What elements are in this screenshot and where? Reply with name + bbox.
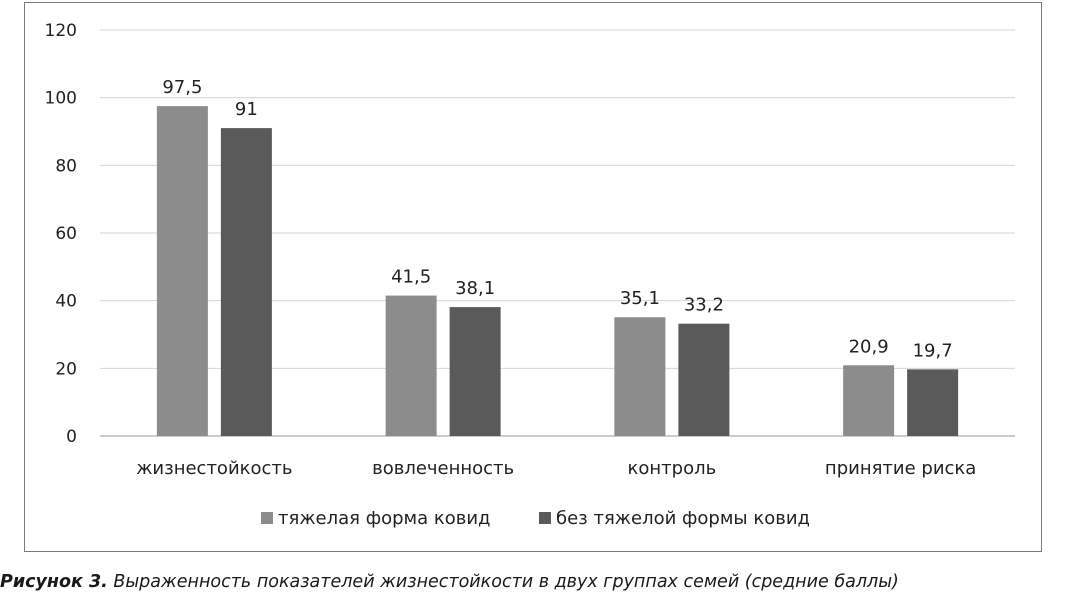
y-tick-label: 120 bbox=[45, 21, 77, 41]
data-label: 41,5 bbox=[391, 267, 431, 288]
y-tick-label: 20 bbox=[55, 359, 77, 379]
data-label: 20,9 bbox=[849, 336, 889, 357]
legend-swatch bbox=[539, 512, 551, 524]
chart-frame: 0 20 40 60 80 100 120 97,5 91 41,5 38,1 35,1 33,2 20… bbox=[24, 2, 1042, 552]
legend-label: без тяжелой формы ковид bbox=[556, 508, 810, 529]
bar bbox=[907, 369, 959, 436]
category-label: контроль bbox=[628, 458, 717, 479]
category-label: принятие риска bbox=[825, 458, 976, 479]
y-axis-ticks: 0 20 40 60 80 100 120 bbox=[45, 21, 77, 447]
x-axis-categories: жизнестойкость вовлеченность контроль приня… bbox=[136, 458, 976, 479]
category-label: вовлеченность bbox=[372, 458, 514, 479]
bars bbox=[156, 106, 959, 436]
data-label: 97,5 bbox=[162, 77, 202, 98]
bar bbox=[843, 365, 895, 436]
data-label: 35,1 bbox=[620, 288, 660, 309]
bar bbox=[449, 307, 501, 436]
bar bbox=[678, 323, 730, 436]
y-tick-label: 100 bbox=[45, 89, 77, 109]
data-label: 33,2 bbox=[684, 295, 724, 316]
bar bbox=[385, 295, 437, 436]
bar bbox=[156, 106, 208, 436]
caption-text: Выраженность показателей жизнестойкости … bbox=[107, 572, 899, 592]
bar-chart: 0 20 40 60 80 100 120 97,5 91 41,5 38,1 35,1 33,2 20… bbox=[45, 21, 1015, 529]
y-tick-label: 40 bbox=[55, 292, 77, 312]
y-tick-label: 80 bbox=[55, 156, 77, 176]
y-tick-label: 60 bbox=[55, 224, 77, 244]
data-label: 38,1 bbox=[455, 278, 495, 299]
y-tick-label: 0 bbox=[66, 427, 77, 447]
legend-swatch bbox=[261, 512, 273, 524]
bar bbox=[614, 317, 666, 436]
figure-caption: Рисунок 3. Выраженность показателей жизн… bbox=[0, 572, 1065, 592]
legend: тяжелая форма ковид без тяжелой формы ков… bbox=[261, 508, 810, 529]
data-label: 91 bbox=[235, 99, 258, 120]
category-label: жизнестойкость bbox=[136, 458, 292, 479]
legend-label: тяжелая форма ковид bbox=[278, 508, 490, 529]
data-labels: 97,5 91 41,5 38,1 35,1 33,2 20,9 19,7 bbox=[162, 77, 952, 361]
bar bbox=[220, 128, 272, 436]
data-label: 19,7 bbox=[913, 340, 953, 361]
caption-label: Рисунок 3. bbox=[0, 572, 108, 592]
